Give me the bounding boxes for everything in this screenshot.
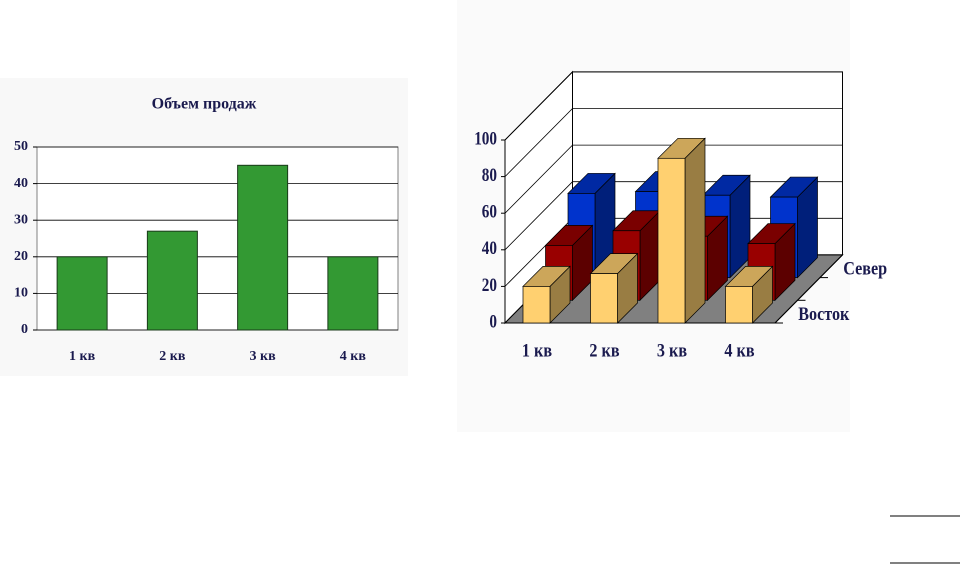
y-tick-label: 100 bbox=[474, 128, 497, 149]
y-tick-label: 0 bbox=[21, 322, 28, 337]
y-tick-label: 20 bbox=[14, 249, 28, 264]
y-tick-label: 10 bbox=[14, 286, 28, 301]
x-tick-label: 3 кв bbox=[657, 339, 687, 361]
chart-title: Объем продаж bbox=[152, 96, 257, 113]
bar bbox=[56, 256, 108, 331]
y-tick-label: 30 bbox=[14, 212, 28, 227]
x-tick-label: 4 кв bbox=[724, 339, 754, 361]
y-tick-label: 50 bbox=[14, 139, 28, 154]
x-tick-label: 2 кв bbox=[589, 339, 619, 361]
depth-axis bbox=[774, 254, 843, 324]
bar bbox=[146, 230, 198, 331]
y-tick-label: 80 bbox=[482, 164, 497, 185]
legend-label: Север bbox=[843, 257, 887, 279]
x-tick-label: 1 кв bbox=[69, 349, 96, 364]
grid-line bbox=[504, 181, 843, 251]
bar bbox=[522, 286, 551, 324]
x-tick-label: 2 кв bbox=[159, 349, 186, 364]
x-tick-label: 4 кв bbox=[340, 349, 367, 364]
legend-label: Восток bbox=[798, 303, 850, 325]
bar bbox=[590, 273, 618, 324]
grid-line bbox=[504, 108, 843, 177]
bar bbox=[657, 157, 686, 324]
x-tick-label: 1 кв bbox=[522, 339, 552, 361]
bar-side bbox=[684, 137, 706, 324]
y-tick-label: 40 bbox=[482, 238, 497, 259]
bar bbox=[725, 286, 753, 324]
bar bbox=[237, 164, 289, 331]
bar bbox=[327, 256, 379, 331]
y-tick-label: 0 bbox=[489, 311, 497, 332]
y-tick-label: 60 bbox=[482, 201, 497, 222]
y-tick-label: 40 bbox=[14, 176, 28, 191]
y-tick-label: 20 bbox=[482, 274, 497, 295]
x-tick-label: 3 кв bbox=[250, 349, 277, 364]
grid-line bbox=[504, 144, 843, 214]
grid-line bbox=[504, 71, 843, 141]
